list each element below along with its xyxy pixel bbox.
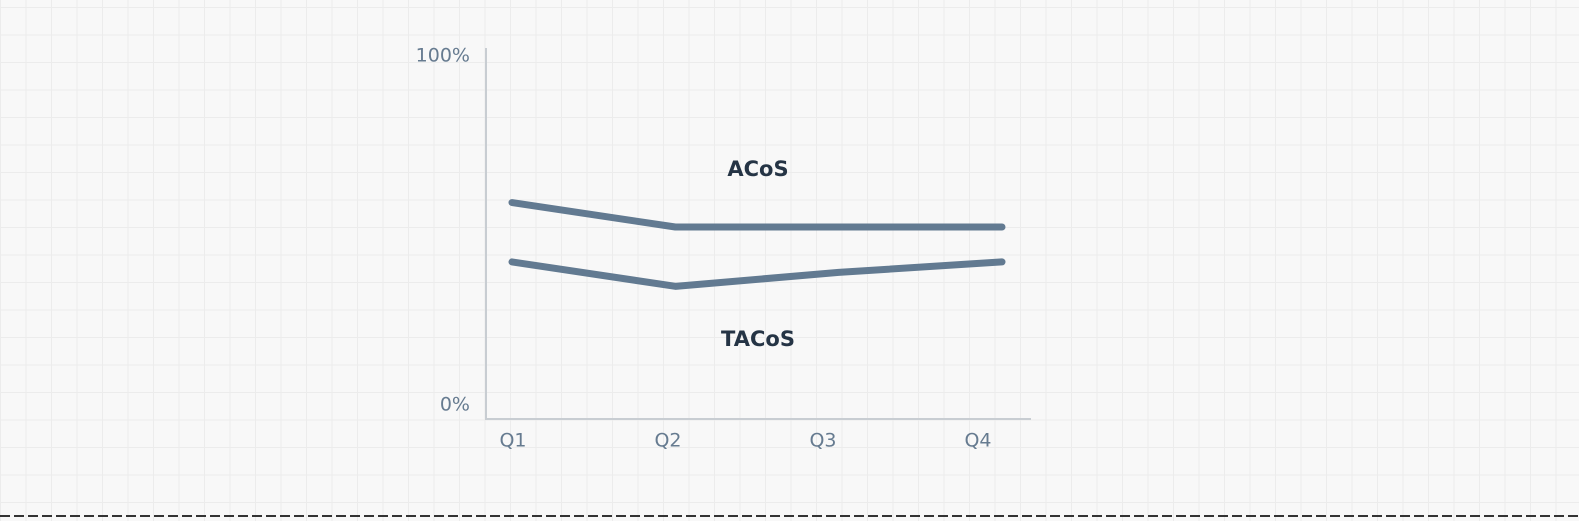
x-tick-label: Q4 xyxy=(964,430,991,452)
x-tick-label: Q1 xyxy=(499,430,526,452)
y-tick-label: 0% xyxy=(440,394,470,416)
series-label: ACoS xyxy=(727,157,788,181)
series-line xyxy=(508,199,1006,231)
series-line xyxy=(508,258,1006,290)
x-tick-label: Q2 xyxy=(654,430,681,452)
y-tick-label: 100% xyxy=(416,45,470,67)
x-tick-label: Q3 xyxy=(809,430,836,452)
series-label: TACoS xyxy=(721,327,795,351)
